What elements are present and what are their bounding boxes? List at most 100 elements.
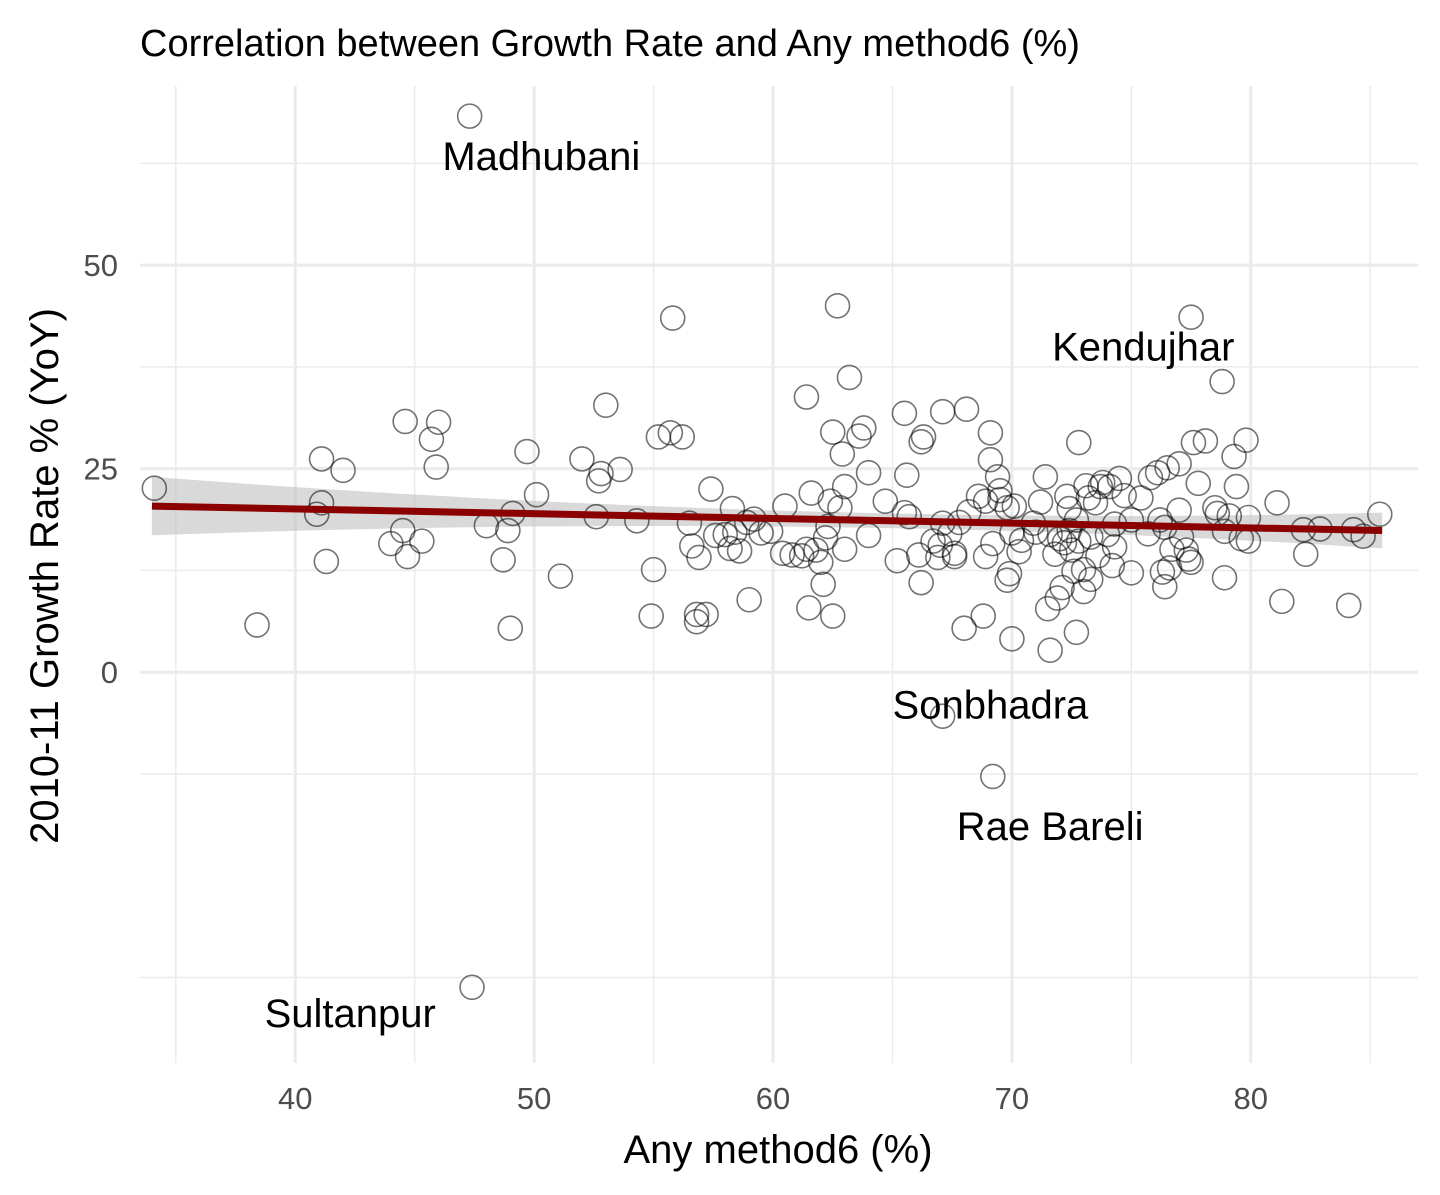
data-point	[953, 396, 980, 423]
data-point	[793, 384, 820, 410]
data-point	[1350, 523, 1376, 550]
data-point	[908, 569, 934, 596]
data-point	[1085, 542, 1111, 569]
data-point	[815, 513, 841, 540]
data-point	[640, 556, 667, 583]
y-tick-label: 0	[101, 655, 118, 690]
data-point	[392, 408, 418, 435]
data-point	[1144, 459, 1171, 486]
data-point	[1178, 549, 1204, 576]
data-point	[1070, 556, 1097, 583]
data-point	[896, 503, 922, 530]
data-point	[585, 468, 612, 494]
data-point	[1044, 585, 1071, 611]
data-point	[1151, 573, 1178, 600]
data-point	[1292, 541, 1319, 567]
y-tick-label: 25	[84, 452, 118, 487]
data-point	[308, 446, 335, 472]
data-point	[965, 483, 992, 510]
annotation-label: Sultanpur	[265, 992, 436, 1036]
data-point	[1008, 527, 1035, 554]
x-tick-label: 40	[278, 1081, 312, 1116]
data-point	[1099, 552, 1126, 579]
data-point	[987, 486, 1013, 513]
data-point	[1063, 507, 1090, 533]
data-point	[1149, 559, 1176, 585]
data-point	[1097, 473, 1123, 500]
data-point	[607, 456, 633, 483]
data-point	[1175, 546, 1202, 572]
data-point	[788, 542, 815, 569]
data-point	[459, 974, 485, 1001]
data-point	[497, 615, 524, 642]
data-point	[951, 615, 977, 642]
data-point	[819, 419, 846, 445]
data-point	[593, 392, 619, 418]
data-point	[851, 415, 877, 441]
data-point	[893, 462, 920, 488]
data-point	[1264, 490, 1290, 516]
data-point	[313, 548, 340, 575]
data-point	[1202, 494, 1228, 521]
data-point	[1154, 455, 1180, 481]
data-point	[1211, 564, 1238, 591]
x-tick-label: 50	[517, 1081, 551, 1116]
data-point	[1118, 507, 1145, 533]
data-point	[817, 488, 844, 515]
data-point	[779, 542, 805, 568]
data-point	[977, 420, 1004, 446]
data-point	[884, 547, 911, 574]
data-point	[523, 481, 550, 508]
x-tick-label: 60	[756, 1081, 790, 1116]
data-point	[495, 517, 521, 544]
data-point	[846, 423, 872, 449]
data-point	[1137, 464, 1164, 491]
data-point	[929, 703, 956, 729]
data-point	[1173, 537, 1200, 563]
data-point	[394, 543, 421, 570]
data-point	[1223, 473, 1250, 500]
data-point	[1101, 534, 1128, 560]
data-point	[855, 459, 882, 486]
data-point	[970, 603, 997, 629]
data-point	[683, 601, 710, 628]
data-point	[1335, 592, 1362, 619]
data-point	[588, 460, 614, 487]
annotation-label: Sonbhadra	[893, 684, 1089, 728]
data-point	[676, 510, 703, 537]
data-point	[141, 475, 168, 501]
data-point	[1166, 450, 1192, 477]
data-point	[1065, 528, 1092, 554]
data-point	[456, 103, 483, 129]
data-point	[308, 490, 335, 516]
data-point	[409, 528, 435, 554]
data-point	[638, 603, 665, 629]
data-point	[686, 544, 712, 571]
data-point	[1063, 619, 1090, 646]
annotations-layer: Madhubani Kendujhar Sonbhadra Rae Bareli Sul…	[265, 135, 1235, 1036]
data-point	[1070, 578, 1097, 605]
data-point	[1366, 501, 1393, 528]
data-point	[798, 480, 825, 506]
data-point	[698, 476, 724, 502]
data-point	[330, 457, 356, 484]
data-point	[905, 542, 932, 568]
data-point	[736, 586, 762, 613]
data-point	[808, 549, 834, 576]
data-point	[999, 626, 1025, 652]
data-point	[1269, 588, 1295, 615]
trend-line-layer	[151, 502, 1383, 535]
data-point	[831, 473, 858, 500]
data-point	[425, 409, 452, 436]
data-point	[1058, 537, 1085, 563]
data-point	[941, 543, 968, 570]
data-point	[1087, 473, 1114, 500]
data-point	[659, 305, 686, 331]
data-point	[836, 364, 863, 391]
data-point	[996, 560, 1023, 587]
x-tick-label: 80	[1234, 1081, 1268, 1116]
data-point	[1209, 368, 1235, 395]
data-point	[726, 538, 753, 564]
data-point	[624, 507, 650, 534]
